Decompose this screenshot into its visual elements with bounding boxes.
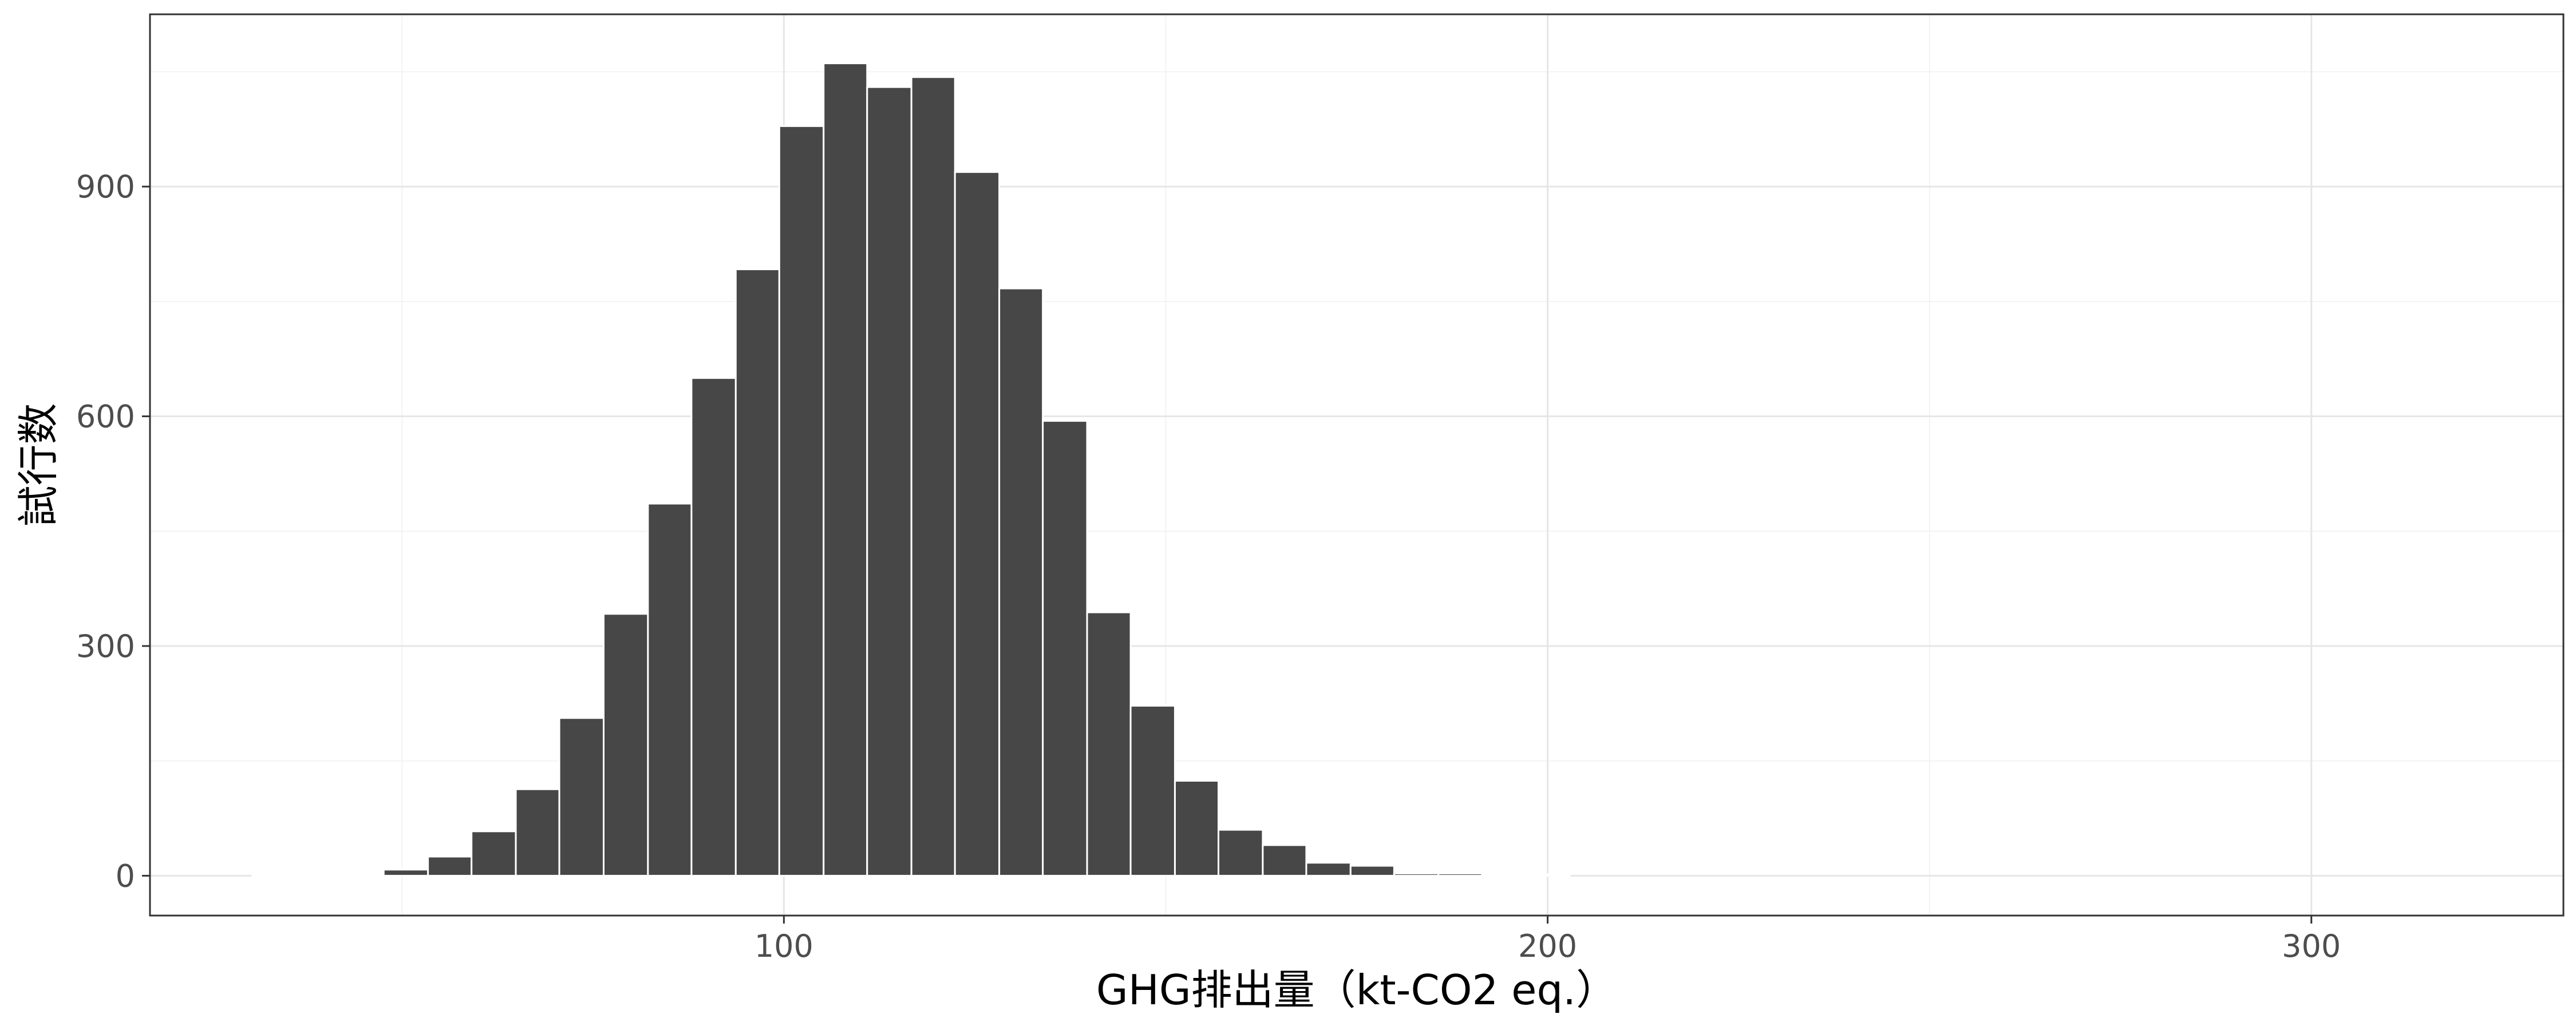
histogram-bar [910, 76, 956, 877]
histogram-bar [734, 268, 780, 877]
histogram-bar [1129, 704, 1176, 877]
histogram-bar [823, 62, 868, 877]
histogram-bar [382, 869, 429, 877]
x-tick-label: 100 [754, 928, 813, 964]
histogram-bar [427, 855, 473, 877]
histogram-bar [1218, 829, 1264, 877]
histogram-bar [647, 502, 693, 877]
histogram-bar [1525, 873, 1571, 877]
y-tick-label: 0 [116, 858, 135, 894]
y-axis-title: 試行数 [14, 403, 62, 526]
histogram-bar [1086, 611, 1132, 877]
histogram-bar [1042, 420, 1088, 877]
histogram-bar [866, 86, 912, 877]
histogram-bar [1262, 844, 1307, 877]
histogram-bar [998, 287, 1044, 877]
histogram-bar [1174, 779, 1220, 877]
y-axis: 0 300 600 900 [76, 169, 150, 894]
histogram-bar [778, 125, 825, 877]
histogram-bar [339, 873, 385, 877]
histogram-bar [603, 613, 649, 877]
panel-border [149, 13, 2565, 917]
histogram-bar [1305, 862, 1352, 877]
y-tick-label: 600 [76, 399, 135, 435]
histogram-bar [1437, 872, 1483, 877]
bars-layer [251, 62, 1571, 877]
histogram-bar [690, 377, 737, 877]
x-tick-label: 200 [1518, 928, 1577, 964]
x-axis-title: GHG排出量（kt-CO2 eq.） [1096, 966, 1617, 1014]
histogram-bar [471, 830, 517, 877]
x-axis: 100 200 300 [754, 916, 2341, 964]
x-tick-label: 300 [2282, 928, 2341, 964]
histogram-bar [558, 717, 605, 877]
y-tick-label: 900 [76, 169, 135, 205]
histogram-bar [1349, 865, 1395, 877]
histogram-bar [954, 171, 1001, 877]
y-tick-label: 300 [76, 628, 135, 664]
histogram-bar [1393, 872, 1440, 877]
histogram-bar [515, 788, 560, 877]
